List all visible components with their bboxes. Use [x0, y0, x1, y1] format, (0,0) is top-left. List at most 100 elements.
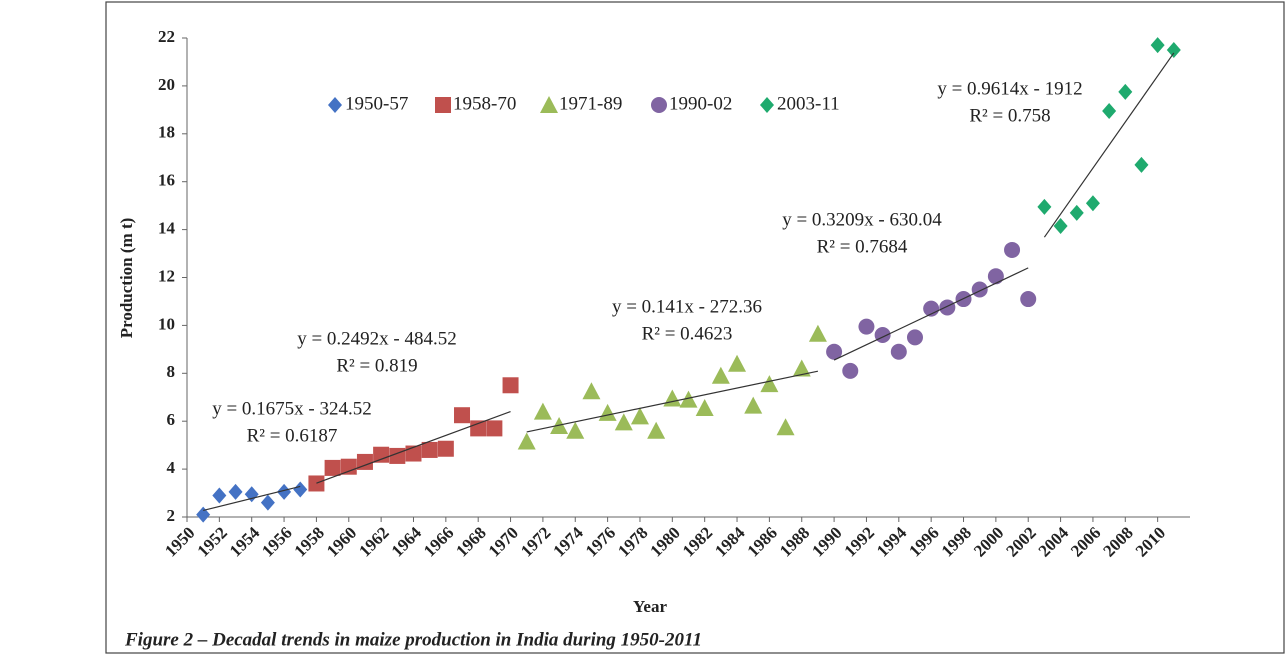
marker	[826, 343, 843, 360]
marker	[260, 494, 275, 511]
marker	[437, 440, 454, 457]
y-tick-label: 20	[158, 75, 175, 94]
trend-equation: y = 0.2492x - 484.52	[297, 328, 457, 349]
legend-label: 1990-02	[669, 93, 732, 114]
marker	[324, 459, 341, 476]
marker	[630, 407, 649, 425]
legend-marker	[435, 97, 451, 113]
trendline	[833, 267, 1029, 361]
marker	[1102, 103, 1117, 120]
marker	[502, 377, 519, 394]
marker	[987, 268, 1004, 285]
marker	[1134, 156, 1149, 173]
x-tick-label: 1984	[711, 523, 749, 561]
marker	[244, 486, 259, 503]
x-tick-label: 1956	[258, 523, 295, 560]
x-tick-label: 1968	[452, 523, 489, 560]
x-tick-label: 1954	[226, 523, 264, 561]
x-tick-label: 1952	[193, 523, 230, 560]
legend-marker	[540, 96, 558, 113]
trend-equation: y = 0.1675x - 324.52	[212, 398, 372, 419]
marker	[1053, 218, 1068, 235]
marker	[939, 299, 956, 316]
marker	[356, 453, 373, 470]
marker	[1166, 41, 1181, 58]
marker	[1085, 195, 1100, 212]
x-tick-label: 2004	[1035, 523, 1073, 561]
marker	[454, 407, 471, 424]
x-tick-label: 1978	[614, 523, 651, 560]
x-tick-label: 1960	[323, 523, 360, 560]
marker	[1118, 83, 1133, 100]
legend-label: 2003-11	[777, 93, 840, 114]
trend-r-squared: R² = 0.6187	[247, 425, 338, 446]
x-tick-label: 1976	[582, 523, 619, 560]
marker	[196, 506, 211, 523]
marker	[212, 487, 227, 504]
marker	[533, 402, 552, 420]
marker	[679, 390, 698, 408]
marker	[1004, 241, 1021, 258]
trendline	[203, 485, 301, 512]
x-tick-label: 1992	[841, 523, 878, 560]
trendline	[526, 370, 819, 433]
x-tick-label: 1970	[485, 523, 522, 560]
y-tick-label: 6	[167, 410, 176, 429]
marker	[971, 281, 988, 298]
legend-marker	[328, 97, 342, 113]
marker	[293, 481, 308, 498]
x-tick-label: 1958	[291, 523, 328, 560]
trend-r-squared: R² = 0.7684	[817, 236, 908, 257]
x-tick-label: 2000	[970, 523, 1007, 560]
trendline	[316, 410, 511, 484]
marker	[808, 324, 827, 342]
x-tick-label: 1964	[388, 523, 426, 561]
trend-r-squared: R² = 0.4623	[642, 323, 733, 344]
x-tick-label: 1988	[776, 523, 813, 560]
y-tick-label: 4	[167, 458, 176, 477]
trend-r-squared: R² = 0.758	[969, 105, 1050, 126]
x-tick-label: 1986	[744, 523, 781, 560]
marker	[277, 483, 292, 500]
marker	[1069, 204, 1084, 221]
marker	[1150, 37, 1165, 54]
trend-r-squared: R² = 0.819	[336, 355, 417, 376]
marker	[858, 318, 875, 335]
marker	[663, 389, 682, 407]
x-tick-label: 1966	[420, 523, 457, 560]
marker	[486, 420, 503, 437]
x-tick-label: 2006	[1067, 523, 1104, 560]
y-axis-title: Production (m t)	[117, 218, 136, 339]
y-tick-label: 18	[158, 123, 175, 142]
x-tick-label: 1990	[808, 523, 845, 560]
x-tick-label: 1950	[161, 523, 198, 560]
marker	[792, 359, 811, 377]
legend-marker	[651, 97, 667, 113]
legend-label: 1971-89	[559, 93, 622, 114]
x-tick-label: 1980	[646, 523, 683, 560]
marker	[228, 483, 243, 500]
marker	[776, 418, 795, 436]
y-tick-label: 2	[167, 506, 176, 525]
marker	[340, 458, 357, 475]
x-tick-label: 1972	[517, 523, 554, 560]
marker	[582, 382, 601, 400]
x-tick-label: 1982	[679, 523, 716, 560]
marker	[614, 413, 633, 431]
y-tick-label: 12	[158, 266, 175, 285]
marker	[405, 445, 422, 462]
marker	[470, 420, 487, 437]
trend-equation: y = 0.9614x - 1912	[937, 78, 1082, 99]
x-tick-label: 1974	[549, 523, 587, 561]
trend-equation: y = 0.141x - 272.36	[612, 296, 762, 317]
x-tick-label: 2010	[1132, 523, 1169, 560]
marker	[906, 329, 923, 346]
marker	[598, 403, 617, 421]
marker	[1037, 198, 1052, 215]
marker	[744, 396, 763, 414]
legend-label: 1958-70	[453, 93, 516, 114]
caption: Figure 2 – Decadal trends in maize produ…	[124, 629, 702, 650]
y-tick-label: 8	[167, 362, 176, 381]
marker	[695, 399, 714, 417]
x-tick-label: 1998	[938, 523, 975, 560]
